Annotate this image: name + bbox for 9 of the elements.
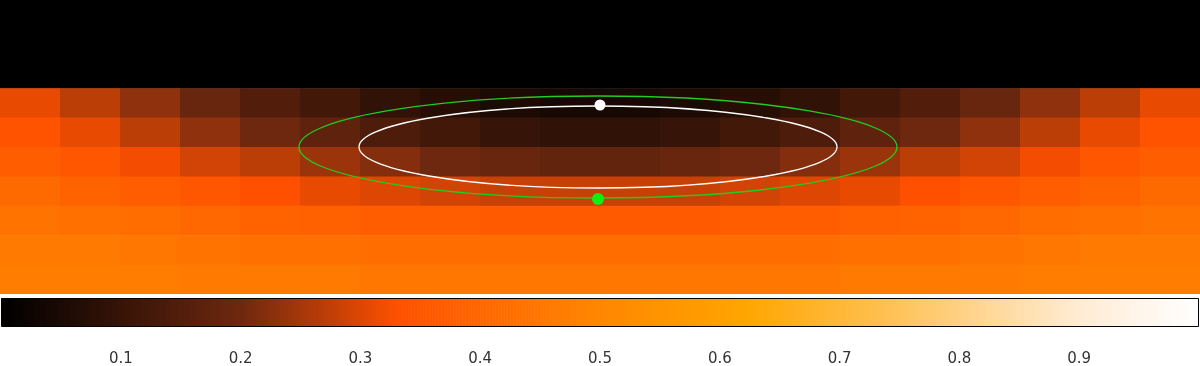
color-bar-label: 0.9 <box>1067 348 1092 366</box>
color-bar-label: 0.6 <box>707 348 732 366</box>
color-bar-label: 0.5 <box>588 348 612 366</box>
color-bar-label: 0.7 <box>827 348 852 366</box>
color-bar-label: 0.1 <box>108 348 133 366</box>
color-bar-label: 0.4 <box>468 348 493 366</box>
color-bar-label: 0.3 <box>348 348 373 366</box>
color-bar-label: 0.8 <box>947 348 972 366</box>
color-bar-label: 0.2 <box>228 348 253 366</box>
